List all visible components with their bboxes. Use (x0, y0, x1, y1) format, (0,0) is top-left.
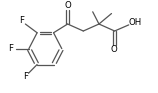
Text: OH: OH (128, 18, 141, 27)
Text: F: F (23, 72, 28, 81)
Text: F: F (19, 16, 24, 25)
Text: F: F (8, 44, 13, 53)
Text: O: O (110, 45, 117, 54)
Text: O: O (64, 1, 71, 10)
